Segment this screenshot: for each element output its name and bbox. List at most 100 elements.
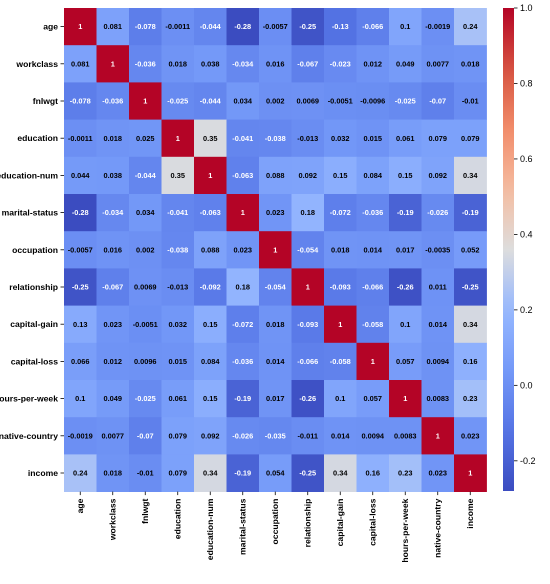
cell-value-label: 0.092	[299, 171, 318, 180]
heatmap-cell	[96, 305, 130, 344]
cell-value-label: 0.002	[136, 245, 155, 254]
column-tick-label: income	[465, 498, 475, 528]
cell-value-label: -0.034	[232, 59, 254, 68]
cell-value-label: -0.063	[200, 208, 221, 217]
heatmap-cell	[226, 45, 260, 83]
cell-value-label: -0.044	[135, 171, 157, 180]
heatmap-cell	[161, 268, 195, 306]
heatmap-cell	[454, 417, 487, 455]
cell-value-label: 0.079	[169, 469, 188, 478]
cell-value-label: 0.018	[461, 59, 480, 68]
cell-value-label: 0.014	[364, 245, 383, 254]
cell-value-label: -0.066	[297, 357, 318, 366]
cell-value-label: -0.066	[362, 283, 383, 292]
heatmap-cell	[421, 82, 455, 120]
cell-value-label: -0.19	[234, 469, 251, 478]
column-tick-label: marital-status	[238, 498, 248, 555]
cell-value-label: 0.032	[331, 134, 350, 143]
heatmap-cell	[226, 417, 260, 455]
cell-value-label: -0.07	[429, 97, 446, 106]
heatmap-cell	[389, 268, 422, 306]
column-tick-label: education	[173, 499, 183, 540]
cell-value-label: 0.066	[71, 357, 90, 366]
heatmap-cell	[259, 268, 292, 306]
cell-value-label: -0.026	[232, 431, 253, 440]
cell-value-label: 0.079	[169, 431, 188, 440]
cell-value-label: 0.34	[333, 469, 348, 478]
heatmap-cell	[96, 454, 130, 492]
cell-value-label: 0.079	[461, 134, 480, 143]
heatmap-cell	[356, 305, 390, 344]
heatmap-cell	[291, 380, 325, 418]
cell-value-label: -0.25	[299, 469, 316, 478]
cell-value-label: -0.025	[135, 394, 156, 403]
cell-value-label: -0.036	[135, 59, 156, 68]
cell-value-label: -0.01	[462, 97, 479, 106]
cell-value-label: 1	[143, 97, 147, 106]
heatmap-cell	[96, 380, 130, 418]
colorbar-tick-label: -0.2	[520, 456, 536, 466]
cell-value-label: 0.1	[400, 22, 410, 31]
cell-value-label: 0.012	[364, 59, 383, 68]
cell-value-label: -0.054	[297, 245, 319, 254]
cell-value-label: -0.0035	[425, 245, 450, 254]
cell-value-label: -0.19	[397, 208, 414, 217]
colorbar-tick-label: 1.0	[520, 3, 533, 13]
cell-value-label: -0.058	[362, 320, 383, 329]
cell-value-label: -0.025	[167, 97, 188, 106]
cell-value-label: 0.011	[429, 283, 447, 292]
heatmap-cell	[226, 454, 260, 492]
cell-value-label: -0.067	[297, 59, 318, 68]
colorbar-tick-label: 0.4	[520, 229, 533, 239]
cell-value-label: 0.18	[301, 208, 315, 217]
heatmap-cell	[421, 194, 455, 232]
row-tick-label: fnlwgt	[33, 96, 58, 106]
cell-value-label: -0.041	[232, 134, 253, 143]
heatmap-cell	[161, 194, 195, 232]
row-tick-label: workclass	[15, 59, 58, 69]
cell-value-label: 0.0094	[361, 431, 384, 440]
heatmap-cell	[259, 119, 292, 158]
colorbar-tick-label: 0.0	[520, 380, 533, 390]
cell-value-label: 1	[241, 208, 245, 217]
cell-value-label: 0.025	[136, 134, 155, 143]
heatmap-cell	[194, 45, 227, 83]
cell-value-label: -0.013	[297, 134, 318, 143]
cell-value-label: 0.15	[203, 394, 217, 403]
cell-value-label: 0.0077	[426, 59, 449, 68]
cell-value-label: 0.023	[266, 208, 285, 217]
heatmap-cell	[356, 82, 390, 120]
heatmap-cell	[96, 8, 130, 46]
cell-value-label: 0.23	[463, 394, 477, 403]
heatmap-cell	[454, 119, 487, 158]
cell-value-label: -0.013	[167, 283, 188, 292]
cell-value-label: 0.018	[331, 245, 350, 254]
heatmap-cell	[454, 194, 487, 232]
cell-value-label: -0.038	[265, 134, 286, 143]
heatmap-cell	[161, 342, 195, 381]
cell-value-label: 0.088	[201, 245, 220, 254]
heatmap-cell	[259, 194, 292, 232]
cell-value-label: 1	[371, 357, 375, 366]
heatmap-cell	[96, 417, 130, 455]
cell-value-label: -0.07	[137, 431, 154, 440]
heatmap-cell	[454, 305, 487, 344]
heatmap-cell	[161, 305, 195, 344]
heatmap-cell	[226, 156, 260, 195]
cell-value-label: -0.036	[102, 97, 123, 106]
heatmap-cell	[324, 305, 357, 344]
heatmap-cell	[324, 194, 357, 232]
cell-value-label: 1	[468, 469, 472, 478]
column-tick-label: native-country	[433, 498, 443, 557]
heatmap-cell	[356, 454, 390, 492]
row-tick-label: age	[43, 22, 58, 32]
column-tick-label: fnlwgt	[140, 498, 150, 523]
column-tick-label: relationship	[303, 499, 313, 548]
heatmap-cell	[129, 119, 162, 158]
heatmap-cell	[259, 305, 292, 344]
cell-value-label: 1	[111, 59, 115, 68]
cell-value-label: 0.023	[104, 320, 123, 329]
heatmap-cell	[64, 194, 97, 232]
cell-value-label: -0.28	[72, 208, 89, 217]
cell-value-label: 0.34	[203, 469, 218, 478]
